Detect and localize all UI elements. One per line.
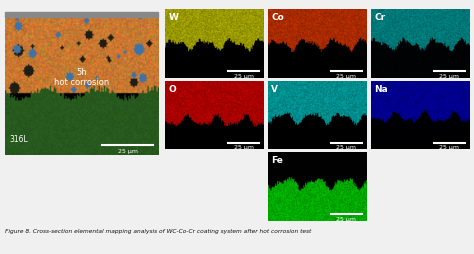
Text: Fe: Fe (271, 155, 283, 164)
Text: V: V (271, 84, 278, 93)
Text: Na: Na (374, 84, 388, 93)
Text: 25 μm: 25 μm (337, 145, 356, 150)
Text: 25 μm: 25 μm (118, 149, 137, 154)
Text: 25 μm: 25 μm (337, 74, 356, 79)
Text: 25 μm: 25 μm (234, 74, 254, 79)
Text: W: W (168, 13, 178, 22)
Text: 25 μm: 25 μm (234, 145, 254, 150)
Bar (5, 13, 158, 19)
Text: 25 μm: 25 μm (439, 74, 459, 79)
Text: Cr: Cr (374, 13, 385, 22)
Text: 25 μm: 25 μm (337, 216, 356, 221)
Text: 5h
hot corrosion: 5h hot corrosion (54, 68, 109, 87)
Text: 25 μm: 25 μm (439, 145, 459, 150)
Text: 316L: 316L (10, 134, 28, 143)
Text: Figure 8. Cross-section elemental mapping analysis of WC-Co-Cr coating system af: Figure 8. Cross-section elemental mappin… (5, 229, 311, 234)
Text: Co: Co (271, 13, 284, 22)
Text: O: O (168, 84, 176, 93)
